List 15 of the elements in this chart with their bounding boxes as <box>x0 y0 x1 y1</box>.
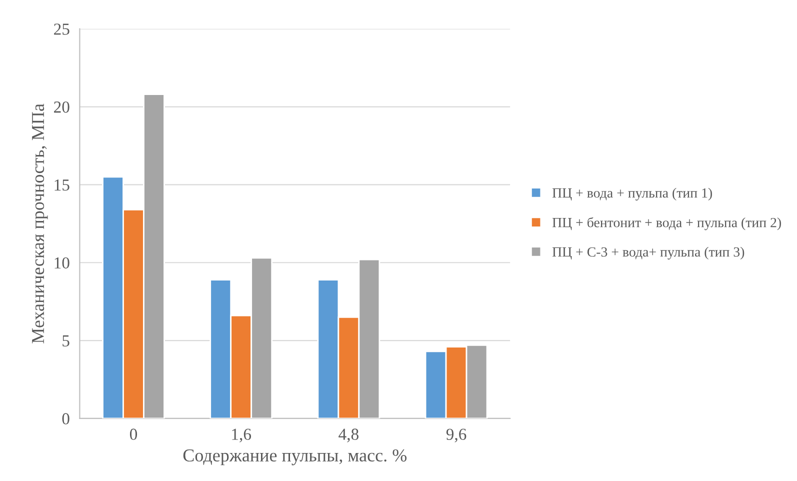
x-tick-label: 9,6 <box>446 428 466 442</box>
y-tick-label: 20 <box>54 101 70 113</box>
y-tick-label: 10 <box>54 257 70 269</box>
y-axis-title: Механическая прочность, МПа <box>32 104 48 344</box>
y-tick-label: 15 <box>54 179 70 191</box>
y-tick-label: 25 <box>54 24 70 35</box>
y-tick-label: 0 <box>62 413 70 424</box>
legend-label: ПЦ + С-3 + вода+ пульпа (тип 3) <box>552 246 744 260</box>
x-tick-label: 0 <box>130 428 138 440</box>
legend-label: ПЦ + вода + пульпа (тип 1) <box>552 188 712 201</box>
x-tick-label: 4,8 <box>338 428 358 442</box>
legend-label: ПЦ + бентонит + вода + пульпа (тип 2) <box>552 217 781 230</box>
y-tick-label: 5 <box>62 335 70 346</box>
x-axis-title: Содержание пульпы, масс. % <box>183 449 407 466</box>
x-tick-label: 1,6 <box>232 428 252 442</box>
